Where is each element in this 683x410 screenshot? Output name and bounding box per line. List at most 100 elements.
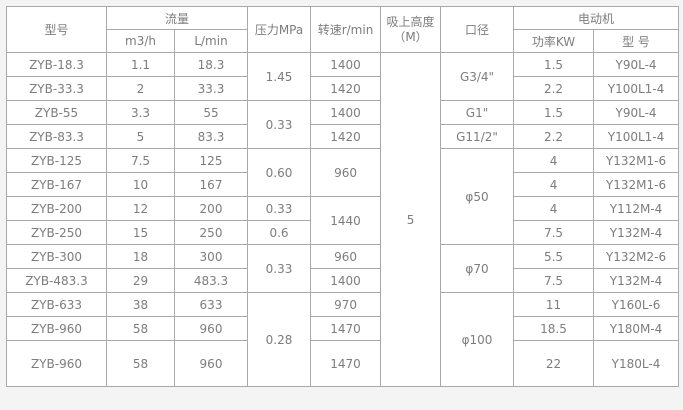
header-pressure: 压力MPa	[247, 6, 312, 53]
cell-flow-lmin: 167	[173, 172, 249, 197]
cell-pressure: 0.33	[247, 196, 312, 221]
cell-motor-model: Y132M2-6	[593, 244, 680, 269]
cell-flow-m3h: 38	[106, 292, 175, 317]
cell-pressure: 0.28	[247, 292, 312, 387]
header-motor: 电动机	[513, 6, 680, 30]
cell-model: ZYB-960	[6, 340, 107, 387]
cell-flow-m3h: 3.3	[106, 100, 175, 125]
cell-model: ZYB-125	[6, 148, 107, 173]
cell-flow-lmin: 83.3	[173, 124, 249, 149]
cell-motor-model: Y132M-4	[593, 268, 680, 293]
cell-pressure: 0.33	[247, 244, 312, 293]
cell-speed: 1470	[310, 316, 382, 341]
cell-model: ZYB-200	[6, 196, 107, 221]
cell-pressure: 0.6	[247, 220, 312, 245]
cell-flow-lmin: 300	[173, 244, 249, 269]
cell-motor-model: Y100L1-4	[593, 124, 680, 149]
cell-suction-height: 5	[380, 52, 442, 387]
cell-flow-lmin: 250	[173, 220, 249, 245]
header-flow-lmin: L/min	[173, 29, 249, 53]
cell-model: ZYB-483.3	[6, 268, 107, 293]
cell-motor-power: 18.5	[513, 316, 595, 341]
cell-speed: 1440	[310, 196, 382, 245]
cell-motor-power: 2.2	[513, 124, 595, 149]
table-row: ZYB-483.3 29 483.3 1400 7.5 Y132M-4	[6, 268, 680, 293]
header-suction-line1: 吸上高度	[386, 14, 435, 29]
table-row: ZYB-200 12 200 0.33 1440 4 Y112M-4	[6, 196, 680, 245]
cell-model: ZYB-18.3	[6, 52, 107, 77]
cell-flow-lmin: 33.3	[173, 76, 249, 101]
cell-flow-lmin: 960	[173, 316, 249, 341]
cell-model: ZYB-55	[6, 100, 107, 125]
cell-model: ZYB-250	[6, 220, 107, 245]
cell-model: ZYB-300	[6, 244, 107, 269]
cell-caliber: φ70	[440, 244, 515, 293]
cell-motor-power: 2.2	[513, 76, 595, 101]
cell-speed: 1420	[310, 124, 382, 149]
cell-speed: 1400	[310, 52, 382, 77]
header-flow: 流量	[105, 6, 249, 30]
header-speed: 转速r/min	[310, 6, 382, 53]
cell-motor-power: 22	[513, 340, 595, 387]
header-suction-height: 吸上高度 （M）	[380, 6, 442, 53]
cell-speed: 960	[310, 244, 382, 269]
cell-model: ZYB-83.3	[6, 124, 107, 149]
cell-motor-model: Y90L-4	[593, 100, 680, 125]
cell-motor-model: Y180L-4	[593, 340, 680, 387]
cell-caliber: G11/2"	[440, 124, 515, 149]
cell-speed: 970	[310, 292, 382, 317]
cell-flow-m3h: 12	[106, 196, 175, 221]
cell-pressure: 0.33	[247, 100, 312, 149]
header-flow-m3h: m3/h	[106, 29, 175, 53]
cell-flow-m3h: 5	[106, 124, 175, 149]
cell-model: ZYB-167	[6, 172, 107, 197]
cell-speed: 1400	[310, 100, 382, 125]
cell-flow-m3h: 29	[106, 268, 175, 293]
cell-caliber: G3/4"	[440, 52, 515, 101]
cell-motor-model: Y132M1-6	[593, 172, 680, 197]
cell-motor-power: 7.5	[513, 268, 595, 293]
cell-caliber: φ100	[440, 292, 515, 387]
cell-flow-lmin: 960	[173, 340, 249, 387]
cell-flow-lmin: 483.3	[173, 268, 249, 293]
cell-model: ZYB-633	[6, 292, 107, 317]
table-row: ZYB-83.3 5 83.3 1420 G11/2" 2.2 Y100L1-4	[6, 124, 680, 149]
table-row: ZYB-33.3 2 33.3 1420 2.2 Y100L1-4	[6, 76, 680, 101]
cell-flow-m3h: 58	[106, 340, 175, 387]
cell-flow-m3h: 1.1	[106, 52, 175, 77]
table-row: ZYB-960 58 960 1470 22 Y180L-4	[6, 340, 680, 387]
cell-flow-m3h: 18	[106, 244, 175, 269]
cell-pressure: 0.60	[247, 148, 312, 197]
cell-speed: 1420	[310, 76, 382, 101]
cell-flow-lmin: 55	[173, 100, 249, 125]
cell-motor-model: Y180M-4	[593, 316, 680, 341]
cell-flow-lmin: 633	[173, 292, 249, 317]
cell-flow-m3h: 2	[106, 76, 175, 101]
cell-motor-model: Y112M-4	[593, 196, 680, 221]
cell-flow-lmin: 18.3	[173, 52, 249, 77]
cell-flow-lmin: 125	[173, 148, 249, 173]
cell-motor-model: Y132M-4	[593, 220, 680, 245]
cell-motor-power: 4	[513, 148, 595, 173]
table-row: ZYB-300 18 300 0.33 960 φ70 5.5 Y132M2-6	[6, 244, 680, 293]
header-row-1: 型号 流量 压力MPa 转速r/min 吸上高度 （M） 口径 电动机	[6, 6, 680, 53]
cell-caliber: φ50	[440, 148, 515, 245]
cell-motor-power: 5.5	[513, 244, 595, 269]
header-motor-model: 型 号	[593, 29, 680, 53]
cell-motor-model: Y100L1-4	[593, 76, 680, 101]
cell-pressure: 1.45	[247, 52, 312, 101]
cell-motor-power: 4	[513, 196, 595, 221]
cell-flow-m3h: 10	[106, 172, 175, 197]
cell-motor-power: 11	[513, 292, 595, 317]
cell-motor-power: 1.5	[513, 100, 595, 125]
header-motor-power: 功率KW	[513, 29, 595, 53]
table-row: ZYB-18.3 1.1 18.3 1.45 1400 5 G3/4" 1.5 …	[6, 52, 680, 387]
header-caliber: 口径	[440, 6, 515, 53]
cell-motor-model: Y132M1-6	[593, 148, 680, 173]
cell-motor-power: 1.5	[513, 52, 595, 77]
table-row: ZYB-55 3.3 55 0.33 1400 G1" 1.5 Y90L-4	[6, 100, 680, 149]
cell-motor-model: Y90L-4	[593, 52, 680, 77]
cell-flow-m3h: 15	[106, 220, 175, 245]
cell-model: ZYB-33.3	[6, 76, 107, 101]
table-row: ZYB-960 58 960 1470 18.5 Y180M-4	[6, 316, 680, 341]
